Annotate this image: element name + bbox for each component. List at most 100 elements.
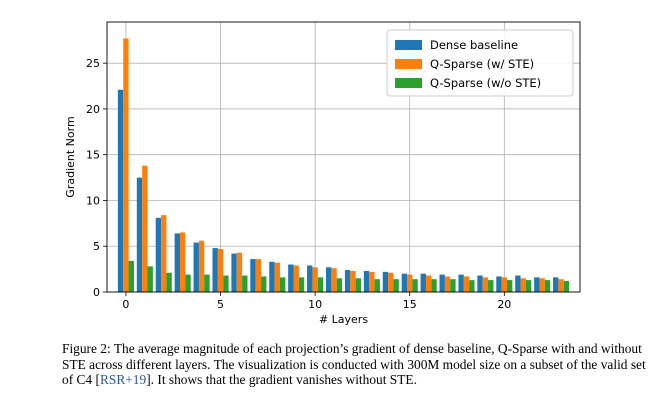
bar-q-sparse-ste-layer-23 [558,279,564,292]
bar-q-sparse-ste-layer-16 [425,275,432,292]
legend-swatch-dense [395,40,422,50]
y-tick-label: 15 [86,149,100,162]
caption-text-after-cite: ]. It shows that the gradient vanishes w… [146,372,417,388]
bar-q-sparse-no-ste-layer-22 [544,280,551,292]
bar-q-sparse-no-ste-layer-14 [393,279,399,292]
bar-dense-layer-12 [344,270,351,292]
bar-q-sparse-ste-layer-21 [520,278,526,292]
bar-q-sparse-ste-layer-5 [217,248,224,292]
bar-dense-layer-0 [117,89,124,292]
bar-dense-layer-15 [401,273,408,292]
bar-dense-layer-13 [363,270,370,292]
bar-q-sparse-no-ste-layer-13 [374,279,380,292]
bar-q-sparse-ste-layer-8 [274,262,280,292]
bars [117,38,570,292]
bar-q-sparse-ste-layer-20 [501,277,508,292]
bar-q-sparse-no-ste-layer-2 [166,272,172,292]
y-tick-label: 10 [86,194,100,207]
bar-q-sparse-no-ste-layer-0 [128,260,134,292]
bar-q-sparse-no-ste-layer-1 [147,266,153,292]
y-axis-label: Gradient Norm [64,116,77,197]
bar-q-sparse-no-ste-layer-12 [355,278,362,292]
bar-q-sparse-ste-layer-9 [293,265,299,292]
x-tick-label: 0 [122,298,129,311]
caption-label: Figure 2: [62,341,111,356]
bar-dense-layer-9 [288,264,294,292]
bar-q-sparse-no-ste-layer-23 [563,281,570,292]
bar-dense-layer-19 [477,275,483,292]
bar-q-sparse-ste-layer-22 [539,278,545,292]
bar-q-sparse-no-ste-layer-7 [261,276,267,292]
legend-label-dense: Dense baseline [430,38,518,52]
bar-q-sparse-no-ste-layer-17 [450,279,456,292]
bar-dense-layer-5 [212,248,218,292]
bar-dense-layer-2 [155,217,162,292]
legend-box [386,29,574,97]
y-tick-label: 5 [93,240,100,253]
legend-swatch-q-sparse-ste [395,59,422,69]
bar-q-sparse-no-ste-layer-21 [525,280,532,292]
caption-text-before-cite: The average magnitude of each projection… [62,341,646,388]
bar-dense-layer-21 [515,275,521,292]
bar-q-sparse-no-ste-layer-16 [431,279,437,292]
bar-q-sparse-no-ste-layer-4 [204,274,210,292]
bar-q-sparse-no-ste-layer-9 [298,277,305,292]
x-ticks: 0 5 10 15 20 [122,292,511,311]
bar-dense-layer-20 [496,276,502,292]
bar-dense-layer-18 [458,274,464,292]
bar-q-sparse-no-ste-layer-15 [412,279,418,292]
bar-q-sparse-no-ste-layer-6 [242,275,248,292]
y-tick-label: 25 [86,57,100,70]
bar-dense-layer-22 [534,277,540,292]
bar-dense-layer-4 [193,242,199,292]
citation-link[interactable]: RSR+19 [99,372,147,388]
y-tick-label: 20 [86,103,100,116]
bar-q-sparse-ste-layer-11 [331,268,337,292]
y-tick-label: 0 [93,286,100,299]
bar-q-sparse-no-ste-layer-10 [317,277,324,292]
bar-q-sparse-ste-layer-7 [255,259,262,292]
bar-q-sparse-ste-layer-19 [482,277,489,292]
bar-q-sparse-ste-layer-4 [198,240,205,292]
bar-q-sparse-ste-layer-6 [236,252,243,292]
bar-q-sparse-ste-layer-15 [407,274,413,292]
bar-q-sparse-ste-layer-14 [388,272,394,292]
bar-q-sparse-ste-layer-1 [142,165,148,292]
bar-dense-layer-6 [231,253,237,292]
gradient-norm-chart: 0 5 10 15 20 0 5 10 15 20 25 # Layers Gradient No… [64,21,581,326]
bar-q-sparse-no-ste-layer-11 [336,278,343,292]
bar-q-sparse-no-ste-layer-19 [488,280,494,292]
legend-label-q-sparse-no-ste: Q-Sparse (w/o STE) [430,76,541,90]
bar-q-sparse-no-ste-layer-5 [223,275,229,292]
bar-dense-layer-11 [325,267,332,292]
bar-q-sparse-no-ste-layer-20 [507,280,513,292]
bar-dense-layer-7 [250,259,256,292]
bar-dense-layer-3 [174,233,180,292]
bar-dense-layer-17 [439,274,445,292]
bar-q-sparse-no-ste-layer-18 [469,280,475,292]
bar-q-sparse-no-ste-layer-3 [185,274,191,292]
bar-dense-layer-14 [382,271,389,292]
legend-label-q-sparse-ste: Q-Sparse (w/ STE) [430,57,534,71]
bar-q-sparse-ste-layer-12 [350,270,356,292]
bar-q-sparse-ste-layer-13 [369,271,375,292]
legend-swatch-q-sparse-no-ste [395,78,422,88]
x-tick-label: 15 [403,298,417,311]
y-ticks: 0 5 10 15 20 25 [86,57,107,299]
bar-q-sparse-ste-layer-18 [463,276,470,292]
bar-q-sparse-ste-layer-3 [179,232,186,292]
bar-q-sparse-ste-layer-0 [123,38,129,292]
x-tick-label: 5 [217,298,224,311]
legend: Dense baseline Q-Sparse (w/ STE) Q-Spars… [386,29,574,97]
bar-dense-layer-1 [136,177,143,292]
bar-dense-layer-16 [420,273,426,292]
bar-dense-layer-10 [307,265,313,292]
plot-frame [106,21,581,293]
bar-q-sparse-ste-layer-17 [444,276,451,292]
bar-dense-layer-8 [269,261,275,292]
bar-dense-layer-23 [553,277,559,292]
x-tick-label: 10 [308,298,322,311]
bar-q-sparse-no-ste-layer-8 [279,277,286,292]
x-tick-label: 20 [497,298,511,311]
